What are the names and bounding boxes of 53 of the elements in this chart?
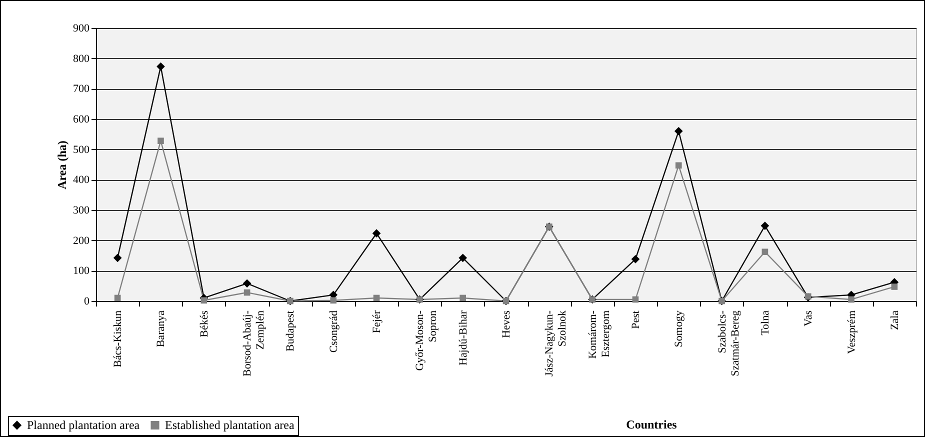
point xyxy=(460,294,466,302)
x-tick-label: Baranya xyxy=(155,310,168,348)
y-tick-label: 900 xyxy=(73,22,90,34)
x-tick-label: Komárom-Esztergom xyxy=(586,310,612,359)
y-tick-label: 300 xyxy=(73,204,90,216)
y-axis-title: Area (ha) xyxy=(55,140,69,190)
point xyxy=(762,248,768,256)
x-tick-label: Fejér xyxy=(371,310,384,334)
point xyxy=(373,294,380,302)
y-tick-label: 0 xyxy=(84,296,90,308)
y-tick-label: 200 xyxy=(73,234,90,247)
x-tick-label: Bács-Kiskun xyxy=(112,310,124,368)
point xyxy=(848,296,854,303)
point xyxy=(631,254,640,264)
y-tick-label: 600 xyxy=(73,114,90,126)
point xyxy=(158,138,164,144)
point xyxy=(372,229,381,238)
x-tick-label: Hajdú-Bihar xyxy=(457,310,470,366)
point xyxy=(891,284,898,290)
x-tick-label: Vas xyxy=(802,310,815,326)
x-tick-label: Zala xyxy=(888,310,901,330)
x-tick-label: Tolna xyxy=(759,310,772,336)
point xyxy=(458,254,468,262)
x-tick-label: Győr-Moson-Sopron xyxy=(414,310,440,371)
y-tick-label: 700 xyxy=(73,83,90,96)
x-tick-label: Veszprém xyxy=(846,310,858,354)
x-tick-label: Somogy xyxy=(673,310,686,348)
point xyxy=(330,297,337,304)
y-tick-label: 800 xyxy=(73,52,90,65)
x-axis-title: Countries xyxy=(626,418,678,432)
x-tick-label: Csongrád xyxy=(328,310,340,353)
point xyxy=(760,222,770,230)
x-tick-label: Heves xyxy=(500,310,512,338)
legend-label: Established plantation area xyxy=(165,418,295,432)
point xyxy=(675,162,682,169)
point xyxy=(674,126,683,136)
x-tick-label: Pest xyxy=(630,310,642,329)
x-tick-label: Szabolcs-Szatmár-Bereg xyxy=(716,310,742,376)
point xyxy=(242,279,252,288)
y-tick-label: 100 xyxy=(73,265,90,278)
x-tick-label: Borsod-Abaúj-Zemplén xyxy=(242,310,267,376)
point xyxy=(114,294,121,302)
x-tick-label: Békés xyxy=(198,310,210,338)
point xyxy=(113,254,122,262)
legend-label: Planned plantation area xyxy=(27,418,140,432)
x-tick-label: Budapest xyxy=(284,310,297,352)
y-tick-label: 400 xyxy=(73,174,90,186)
y-tick-label: 500 xyxy=(73,144,90,156)
point xyxy=(200,297,208,304)
point xyxy=(632,296,639,303)
point xyxy=(156,62,165,71)
point xyxy=(244,289,250,296)
x-tick-label: Jász-Nagykun-Szolnok xyxy=(544,310,569,376)
